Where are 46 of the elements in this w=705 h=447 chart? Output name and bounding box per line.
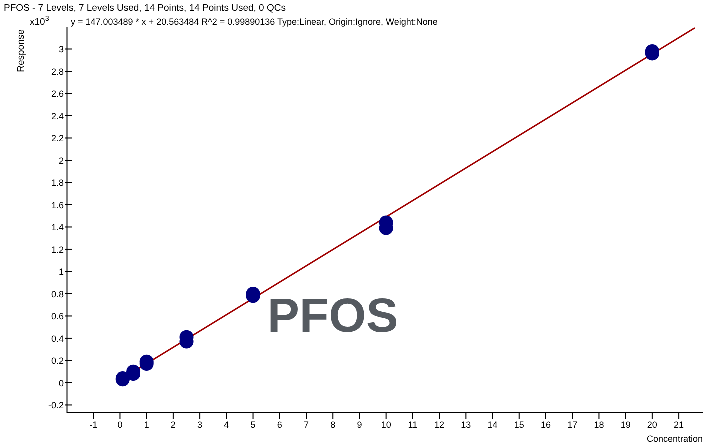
x-tick-label: 20 [647,420,658,430]
x-tick-label: 11 [408,420,418,430]
x-tick-label: 0 [118,420,123,430]
y-tick-label: 0.4 [51,334,64,344]
x-tick-label: 12 [434,420,445,430]
y-tick-label: 0.6 [51,312,64,322]
y-tick-label: 1.8 [51,178,64,188]
x-tick-label: 19 [620,420,631,430]
x-tick-label: 16 [540,420,552,430]
chart-title: PFOS - 7 Levels, 7 Levels Used, 14 Points, 14 Points Used, 0 QCs [4,3,286,14]
y-tick-label: 1 [58,267,64,278]
y-tick-label: 0.2 [51,356,64,366]
y-tick-label: 1.2 [51,244,64,255]
x-tick-label: 8 [330,420,336,430]
x-tick-label: 13 [461,420,472,430]
x-tick-label: 10 [381,420,392,430]
y-tick-label: 3 [58,44,64,55]
text: y = 147.003489 * x + 20.563484 R^2 = 0.99890136 Type:Linear, Origin:Ignore, Weight:None [71,17,438,27]
y-axis-title: Response [16,30,27,72]
x-tick-label: 6 [277,420,282,430]
y-tick-label: -0.2 [48,400,64,411]
x-axis-title: Concentration [646,434,703,444]
x-tick-label: 4 [224,420,230,430]
x-tick-label: 1 [144,420,150,430]
x-tick-label: 7 [304,420,310,430]
y-tick-label: 1.4 [51,222,64,233]
x-tick-label: 5 [250,420,256,430]
x-tick-label: 21 [674,420,684,430]
x-tick-label: 18 [594,420,604,430]
text: x10$^{3}$ [30,15,50,28]
x-tick-label: 3 [198,420,203,430]
y-tick-label: 2 [58,156,64,166]
x-tick-label: 9 [357,420,362,430]
x-tick-label: 15 [514,420,524,430]
y-tick-label: 0.8 [51,289,64,300]
x-tick-label: -1 [90,420,98,430]
y-tick-label: 2.6 [51,89,64,100]
y-tick-label: 0 [58,378,64,388]
annotation: PFOS [268,290,398,343]
x-tick-label: 14 [488,420,498,430]
y-tick-label: 1.6 [51,200,64,210]
y-tick-label: 2.8 [51,66,64,77]
x-tick-label: 2 [170,420,176,430]
x-tick-label: 17 [568,420,578,430]
y-tick-label: 2.2 [51,134,64,144]
y-tick-label: 2.4 [51,111,64,122]
